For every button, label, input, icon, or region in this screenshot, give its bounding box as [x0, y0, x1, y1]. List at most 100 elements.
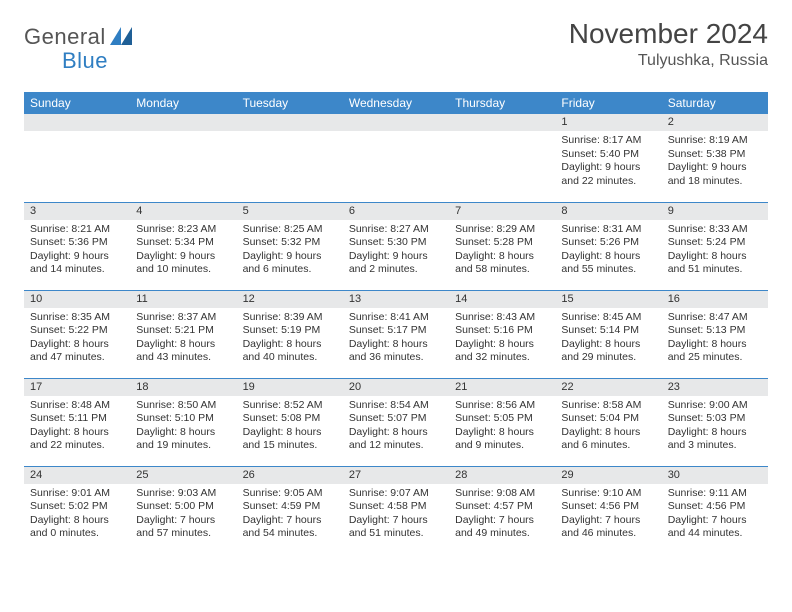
day-line: and 22 minutes. [561, 175, 655, 189]
day-content: Sunrise: 8:19 AMSunset: 5:38 PMDaylight:… [662, 131, 768, 195]
day-line: Sunrise: 8:29 AM [455, 223, 549, 237]
day-line: Sunset: 5:03 PM [668, 412, 762, 426]
calendar-day-cell [24, 114, 130, 202]
day-line: Sunset: 5:40 PM [561, 148, 655, 162]
day-line: Sunrise: 8:58 AM [561, 399, 655, 413]
day-line: and 51 minutes. [668, 263, 762, 277]
calendar-day-cell: 22Sunrise: 8:58 AMSunset: 5:04 PMDayligh… [555, 378, 661, 466]
day-number: 28 [449, 467, 555, 484]
day-line: and 29 minutes. [561, 351, 655, 365]
day-line: and 9 minutes. [455, 439, 549, 453]
day-content: Sunrise: 9:03 AMSunset: 5:00 PMDaylight:… [130, 484, 236, 548]
calendar-page: General November 2024 Tulyushka, Russia … [0, 0, 792, 572]
day-content [237, 131, 343, 140]
day-line: and 51 minutes. [349, 527, 443, 541]
calendar-day-cell: 15Sunrise: 8:45 AMSunset: 5:14 PMDayligh… [555, 290, 661, 378]
page-subtitle: Tulyushka, Russia [569, 52, 768, 70]
day-line: Sunrise: 8:37 AM [136, 311, 230, 325]
day-line: Sunrise: 8:25 AM [243, 223, 337, 237]
day-number: 27 [343, 467, 449, 484]
day-number [130, 114, 236, 131]
day-line: Sunset: 4:59 PM [243, 500, 337, 514]
day-number: 15 [555, 291, 661, 308]
calendar-day-cell: 12Sunrise: 8:39 AMSunset: 5:19 PMDayligh… [237, 290, 343, 378]
day-content: Sunrise: 8:52 AMSunset: 5:08 PMDaylight:… [237, 396, 343, 460]
calendar-day-cell: 21Sunrise: 8:56 AMSunset: 5:05 PMDayligh… [449, 378, 555, 466]
day-number: 8 [555, 203, 661, 220]
weekday-header: Tuesday [237, 92, 343, 114]
day-content: Sunrise: 9:08 AMSunset: 4:57 PMDaylight:… [449, 484, 555, 548]
day-line: Daylight: 8 hours [136, 338, 230, 352]
day-line: and 10 minutes. [136, 263, 230, 277]
day-line: Sunset: 5:02 PM [30, 500, 124, 514]
day-content: Sunrise: 8:58 AMSunset: 5:04 PMDaylight:… [555, 396, 661, 460]
calendar-day-cell: 26Sunrise: 9:05 AMSunset: 4:59 PMDayligh… [237, 466, 343, 554]
day-content: Sunrise: 9:05 AMSunset: 4:59 PMDaylight:… [237, 484, 343, 548]
day-content: Sunrise: 8:39 AMSunset: 5:19 PMDaylight:… [237, 308, 343, 372]
day-line: Daylight: 8 hours [668, 426, 762, 440]
day-line: Sunset: 5:19 PM [243, 324, 337, 338]
day-line: Sunrise: 8:33 AM [668, 223, 762, 237]
day-line: Daylight: 7 hours [349, 514, 443, 528]
day-line: Sunset: 5:08 PM [243, 412, 337, 426]
calendar-day-cell [449, 114, 555, 202]
day-number: 26 [237, 467, 343, 484]
page-title: November 2024 [569, 18, 768, 50]
header: General November 2024 Tulyushka, Russia [24, 18, 768, 70]
calendar-week-row: 1Sunrise: 8:17 AMSunset: 5:40 PMDaylight… [24, 114, 768, 202]
day-line: and 47 minutes. [30, 351, 124, 365]
day-line: Sunrise: 8:23 AM [136, 223, 230, 237]
day-line: and 44 minutes. [668, 527, 762, 541]
day-line: Sunset: 5:11 PM [30, 412, 124, 426]
day-content [449, 131, 555, 140]
day-content: Sunrise: 8:37 AMSunset: 5:21 PMDaylight:… [130, 308, 236, 372]
calendar-day-cell: 7Sunrise: 8:29 AMSunset: 5:28 PMDaylight… [449, 202, 555, 290]
calendar-day-cell: 28Sunrise: 9:08 AMSunset: 4:57 PMDayligh… [449, 466, 555, 554]
day-line: and 32 minutes. [455, 351, 549, 365]
day-line: Sunset: 5:14 PM [561, 324, 655, 338]
logo-line2: Blue [24, 48, 108, 74]
logo-text-1: General [24, 24, 106, 50]
day-number [449, 114, 555, 131]
day-number: 17 [24, 379, 130, 396]
day-line: Daylight: 7 hours [668, 514, 762, 528]
calendar-day-cell: 19Sunrise: 8:52 AMSunset: 5:08 PMDayligh… [237, 378, 343, 466]
day-line: and 46 minutes. [561, 527, 655, 541]
calendar-day-cell: 9Sunrise: 8:33 AMSunset: 5:24 PMDaylight… [662, 202, 768, 290]
day-line: Daylight: 8 hours [243, 338, 337, 352]
calendar-body: 1Sunrise: 8:17 AMSunset: 5:40 PMDaylight… [24, 114, 768, 554]
day-line: Sunset: 5:24 PM [668, 236, 762, 250]
day-line: Sunrise: 9:07 AM [349, 487, 443, 501]
day-content [130, 131, 236, 140]
logo-triangle-icon [110, 27, 132, 45]
day-line: and 22 minutes. [30, 439, 124, 453]
day-line: Daylight: 8 hours [349, 338, 443, 352]
day-content: Sunrise: 9:00 AMSunset: 5:03 PMDaylight:… [662, 396, 768, 460]
day-content: Sunrise: 8:31 AMSunset: 5:26 PMDaylight:… [555, 220, 661, 284]
calendar-day-cell: 3Sunrise: 8:21 AMSunset: 5:36 PMDaylight… [24, 202, 130, 290]
day-line: and 6 minutes. [243, 263, 337, 277]
day-line: Sunrise: 8:19 AM [668, 134, 762, 148]
weekday-row: SundayMondayTuesdayWednesdayThursdayFrid… [24, 92, 768, 114]
day-line: and 0 minutes. [30, 527, 124, 541]
day-line: Daylight: 9 hours [136, 250, 230, 264]
day-line: Sunrise: 8:35 AM [30, 311, 124, 325]
day-number: 5 [237, 203, 343, 220]
day-line: Daylight: 7 hours [243, 514, 337, 528]
day-number: 25 [130, 467, 236, 484]
day-line: Daylight: 9 hours [243, 250, 337, 264]
day-line: Sunset: 5:10 PM [136, 412, 230, 426]
day-line: Sunset: 5:07 PM [349, 412, 443, 426]
day-content: Sunrise: 8:23 AMSunset: 5:34 PMDaylight:… [130, 220, 236, 284]
day-number: 18 [130, 379, 236, 396]
day-number: 16 [662, 291, 768, 308]
day-line: and 18 minutes. [668, 175, 762, 189]
day-line: Sunrise: 9:11 AM [668, 487, 762, 501]
day-line: Daylight: 8 hours [455, 250, 549, 264]
day-content: Sunrise: 8:54 AMSunset: 5:07 PMDaylight:… [343, 396, 449, 460]
calendar-day-cell: 18Sunrise: 8:50 AMSunset: 5:10 PMDayligh… [130, 378, 236, 466]
day-line: Sunrise: 8:39 AM [243, 311, 337, 325]
calendar-table: SundayMondayTuesdayWednesdayThursdayFrid… [24, 92, 768, 554]
day-content: Sunrise: 8:29 AMSunset: 5:28 PMDaylight:… [449, 220, 555, 284]
day-line: Sunset: 4:56 PM [561, 500, 655, 514]
